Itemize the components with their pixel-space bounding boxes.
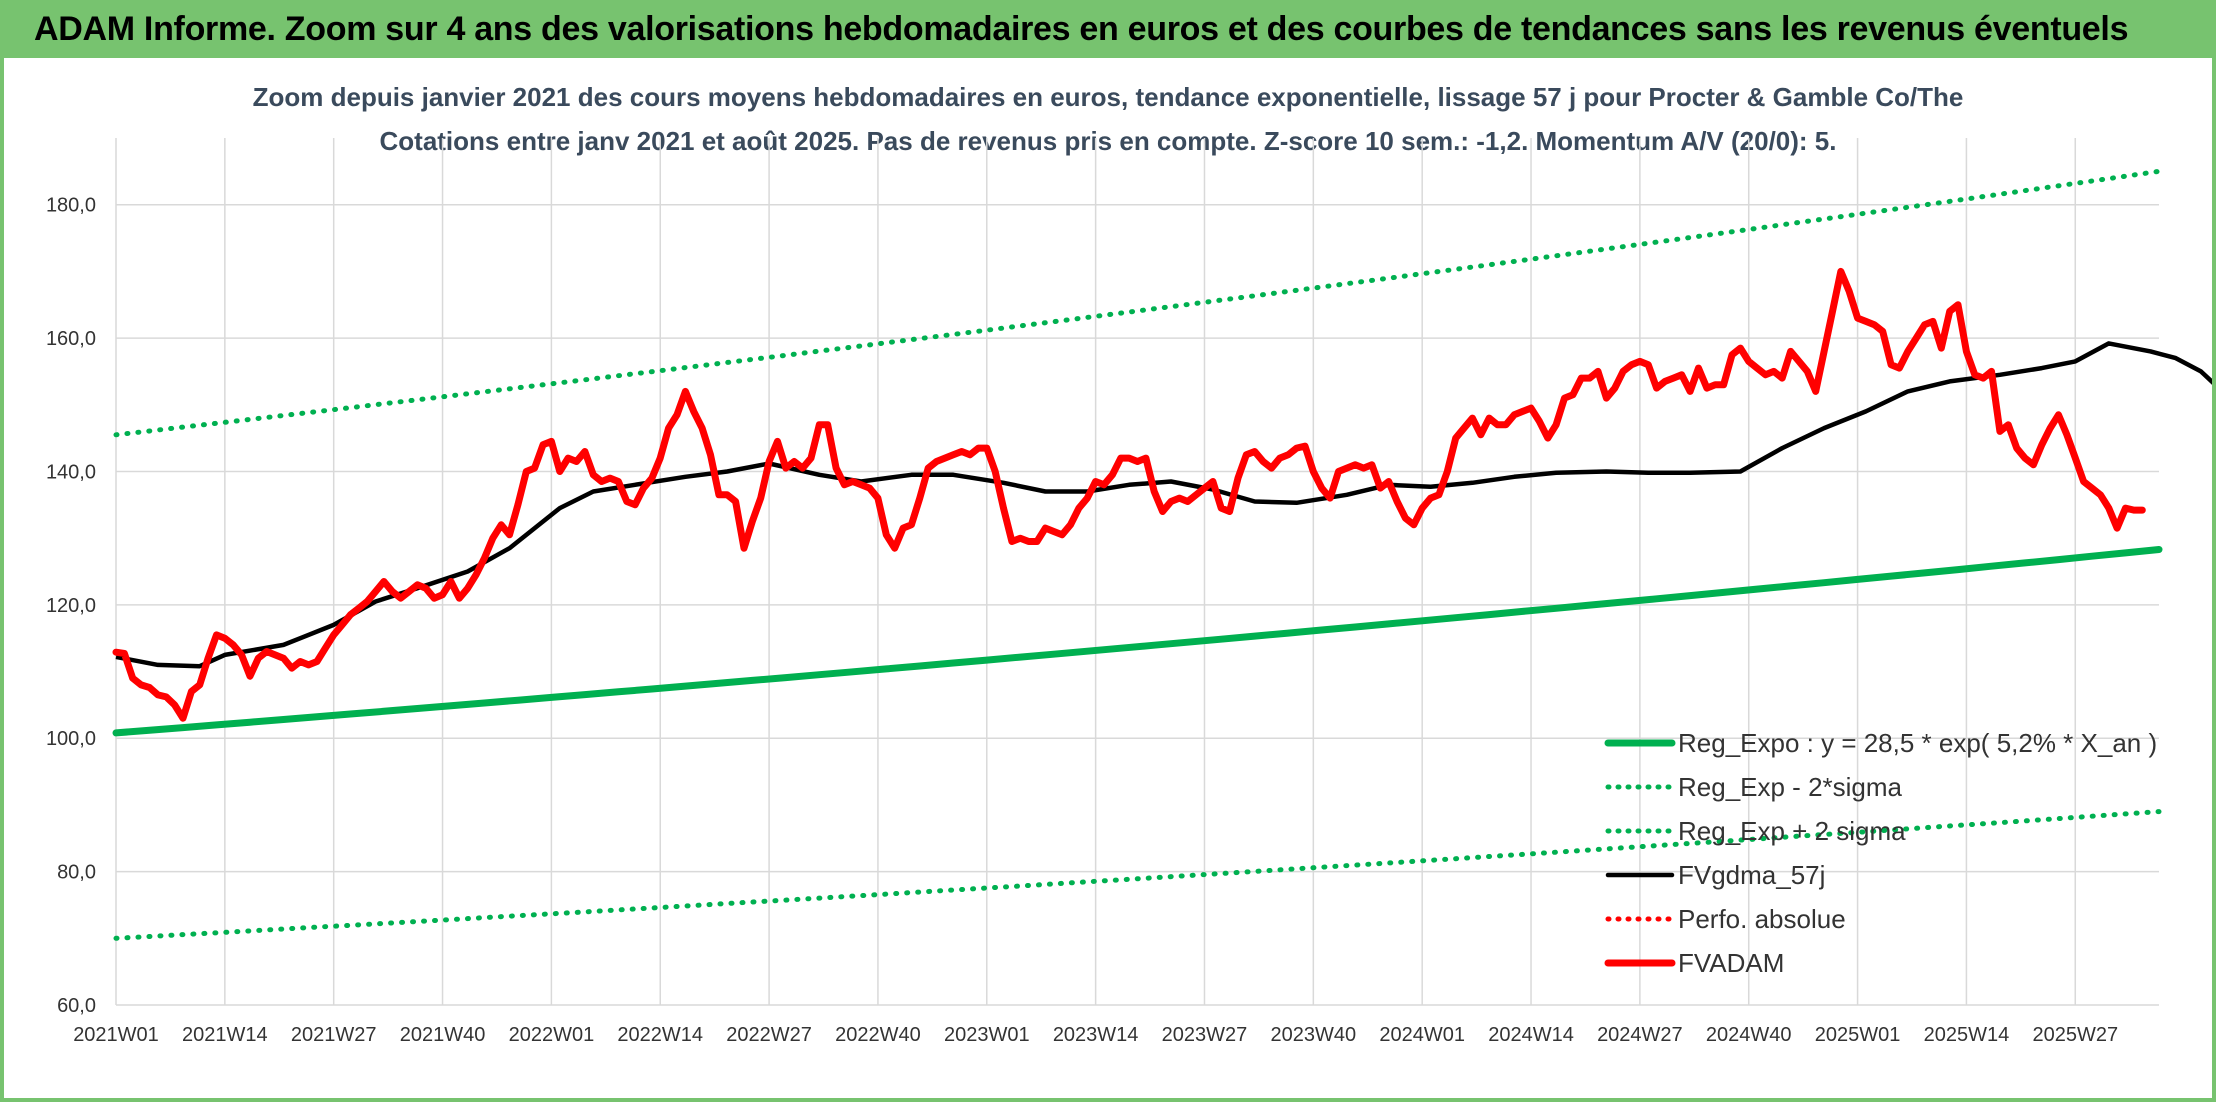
y-axis-ticks: 60,0 80,0 100,0 120,0 140,0 160,0 180,0 xyxy=(46,195,96,1017)
line-chart: Zoom depuis janvier 2021 des cours moyen… xyxy=(46,82,2212,1046)
x-tick-label: 2022W14 xyxy=(617,1024,703,1046)
y-tick-label: 160,0 xyxy=(46,328,96,350)
x-tick-label: 2022W40 xyxy=(835,1024,921,1046)
legend-label-reg_plus: Reg_Exp + 2 sigma xyxy=(1678,816,1906,846)
page-title: ADAM Informe. Zoom sur 4 ans des valoris… xyxy=(34,9,2129,48)
series-reg-minus-2sigma xyxy=(113,809,2162,941)
x-tick-label: 2021W27 xyxy=(291,1024,377,1046)
x-tick-label: 2023W27 xyxy=(1162,1024,1248,1046)
legend-label-reg_expo: Reg_Expo : y = 28,5 * exp( 5,2% * X_an ) xyxy=(1678,728,2157,758)
x-tick-label: 2024W27 xyxy=(1597,1024,1683,1046)
x-tick-label: 2023W40 xyxy=(1271,1024,1357,1046)
y-tick-label: 120,0 xyxy=(46,595,96,617)
legend: Reg_Expo : y = 28,5 * exp( 5,2% * X_an )… xyxy=(1604,728,2157,978)
x-tick-label: 2024W40 xyxy=(1706,1024,1792,1046)
chart-title-line-2: Cotations entre janv 2021 et août 2025. … xyxy=(380,126,1837,156)
chart-panel: Zoom depuis janvier 2021 des cours moyen… xyxy=(0,58,2216,1102)
x-tick-label: 2024W01 xyxy=(1379,1024,1465,1046)
x-tick-label: 2021W14 xyxy=(182,1024,268,1046)
series-reg-expo xyxy=(112,546,2163,737)
x-tick-label: 2023W14 xyxy=(1053,1024,1139,1046)
x-tick-label: 2025W14 xyxy=(1924,1024,2010,1046)
legend-label-fvadam: FVADAM xyxy=(1678,948,1784,978)
y-tick-label: 60,0 xyxy=(57,995,96,1017)
series-lines xyxy=(112,168,2212,941)
x-tick-label: 2022W27 xyxy=(726,1024,812,1046)
legend-label-fvgdma: FVgdma_57j xyxy=(1678,860,1825,890)
y-tick-label: 100,0 xyxy=(46,728,96,750)
header-banner: ADAM Informe. Zoom sur 4 ans des valoris… xyxy=(0,0,2216,58)
series-fvadam xyxy=(112,267,2146,722)
x-axis-ticks: 2021W01 2021W14 2021W27 2021W40 2022W01 2022W… xyxy=(73,1024,2118,1046)
x-tick-label: 2022W01 xyxy=(509,1024,595,1046)
series-fvgdma-57j xyxy=(115,341,2212,669)
legend-label-perfo: Perfo. absolue xyxy=(1678,904,1846,934)
x-tick-label: 2021W40 xyxy=(400,1024,486,1046)
legend-label-reg_minus: Reg_Exp - 2*sigma xyxy=(1678,772,1903,802)
y-tick-label: 140,0 xyxy=(46,461,96,483)
grid xyxy=(115,138,2159,1006)
x-tick-label: 2023W01 xyxy=(944,1024,1030,1046)
x-tick-label: 2025W01 xyxy=(1815,1024,1901,1046)
series-reg-plus-2sigma xyxy=(113,168,2162,438)
chart-title-line-1: Zoom depuis janvier 2021 des cours moyen… xyxy=(253,82,1964,112)
y-tick-label: 180,0 xyxy=(46,195,96,217)
x-tick-label: 2021W01 xyxy=(73,1024,159,1046)
x-tick-label: 2025W27 xyxy=(2032,1024,2118,1046)
x-tick-label: 2024W14 xyxy=(1488,1024,1574,1046)
y-tick-label: 80,0 xyxy=(57,862,96,884)
